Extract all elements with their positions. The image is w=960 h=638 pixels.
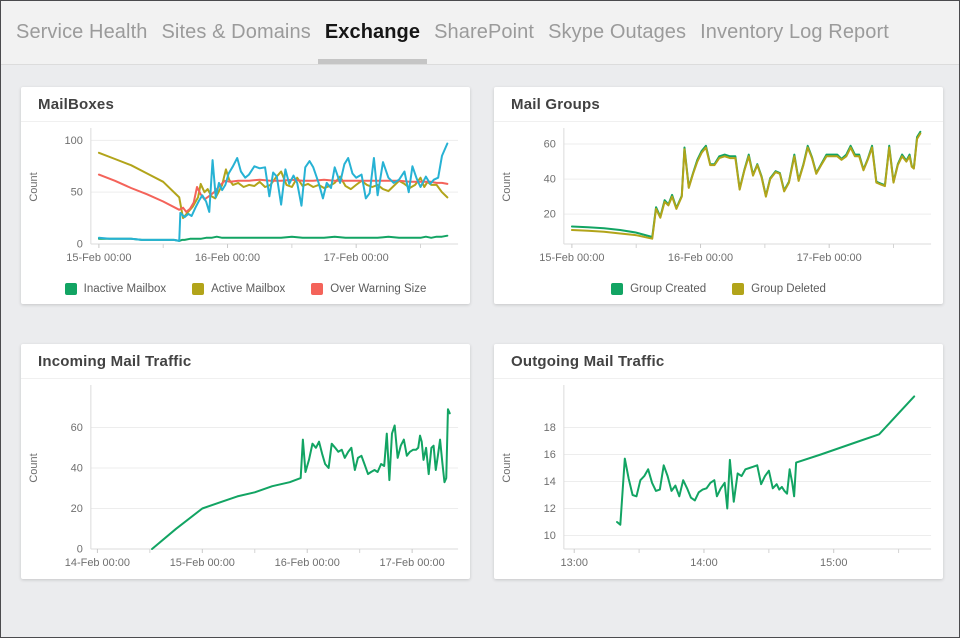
y-tick-label: 60: [71, 422, 83, 434]
legend-label: Group Created: [630, 283, 707, 295]
legend-label: Active Mailbox: [211, 283, 286, 295]
x-tick-label: 15-Feb 00:00: [66, 252, 131, 264]
mailboxes-line-chart: 0 50 100 15-Feb 00:00 16-Feb 00:00 17-Feb 00:…: [28, 128, 459, 264]
x-tick-label: 17-Feb 00:00: [380, 557, 445, 569]
x-tick-label: 17-Feb 00:00: [324, 252, 389, 264]
series-incoming-mail-traffic: [151, 408, 451, 550]
series-group-deleted: [570, 132, 922, 240]
tab-bar: Service Health Sites & Domains Exchange Sha…: [1, 1, 959, 65]
x-tick-label: 16-Feb 00:00: [195, 252, 260, 264]
y-tick-label: 18: [544, 422, 556, 434]
legend-label: Over Warning Size: [330, 283, 427, 295]
tab-service-health[interactable]: Service Health: [16, 21, 148, 43]
y-tick-label: 40: [544, 174, 556, 186]
legend-item-active-mailbox[interactable]: Active Mailbox: [192, 283, 285, 295]
x-tick-label: 16-Feb 00:00: [275, 557, 340, 569]
y-tick-label: 20: [544, 209, 556, 221]
y-tick-label: 10: [544, 530, 556, 542]
chart-card-incoming-mail-traffic: Incoming Mail Traffic 0 20 40 60 14-Feb 00:0…: [21, 344, 470, 579]
dashboard-grid: MailBoxes 0 50 100 15-Feb 00:00 16-Feb 00:00…: [1, 65, 959, 603]
y-tick-label: 0: [77, 238, 83, 250]
chart-title: Outgoing Mail Traffic: [494, 344, 943, 379]
y-tick-label: 50: [71, 187, 83, 199]
x-tick-label: 15-Feb 00:00: [539, 252, 604, 264]
chart-legend: Group Created Group Deleted: [494, 274, 943, 304]
y-tick-label: 100: [65, 135, 83, 147]
series-active-mailbox: [97, 151, 449, 220]
y-tick-label: 60: [544, 139, 556, 151]
chart-card-mailboxes: MailBoxes 0 50 100 15-Feb 00:00 16-Feb 00:00…: [21, 87, 470, 304]
tab-skype-outages[interactable]: Skype Outages: [548, 21, 687, 43]
legend-swatch-group-created: [611, 283, 624, 295]
legend-label: Group Deleted: [751, 283, 826, 295]
x-tick-label: 14:00: [690, 557, 717, 569]
y-axis-title: Count: [28, 453, 40, 482]
tab-exchange[interactable]: Exchange: [317, 1, 428, 64]
chart-card-mail-groups: Mail Groups 20 40 60 15-Feb 00:00 16-Feb 00:…: [494, 87, 943, 304]
incoming-mail-traffic-line-chart: 0 20 40 60 14-Feb 00:00 15-Feb 00:00 16-Feb 00…: [28, 385, 459, 569]
chart-title: MailBoxes: [21, 87, 470, 122]
y-tick-label: 20: [71, 503, 83, 515]
y-tick-label: 16: [544, 449, 556, 461]
y-axis-title: Count: [501, 453, 513, 482]
x-tick-label: 14-Feb 00:00: [65, 557, 130, 569]
outgoing-mail-traffic-line-chart: 10 12 14 16 18 13:00 14:00 15:00 Count: [501, 385, 932, 569]
series-outgoing-mail-traffic: [616, 395, 916, 526]
legend-item-group-created[interactable]: Group Created: [611, 283, 706, 295]
x-tick-label: 15:00: [820, 557, 847, 569]
legend-swatch-active-mailbox: [192, 283, 205, 295]
x-tick-label: 13:00: [561, 557, 588, 569]
x-tick-label: 15-Feb 00:00: [170, 557, 235, 569]
chart-title: Incoming Mail Traffic: [21, 344, 470, 379]
y-tick-label: 14: [544, 476, 556, 488]
legend-swatch-inactive-mailbox: [64, 283, 77, 295]
legend-label: Inactive Mailbox: [83, 283, 167, 295]
x-tick-label: 17-Feb 00:00: [797, 252, 862, 264]
legend-item-over-warning-size[interactable]: Over Warning Size: [311, 283, 426, 295]
chart-card-outgoing-mail-traffic: Outgoing Mail Traffic 10 12 14 16 18 13:00 14:…: [494, 344, 943, 579]
y-tick-label: 12: [544, 503, 556, 515]
legend-item-inactive-mailbox[interactable]: Inactive Mailbox: [64, 283, 167, 295]
series-over-warning-size: [97, 173, 449, 213]
x-tick-label: 16-Feb 00:00: [668, 252, 733, 264]
y-tick-label: 0: [77, 543, 83, 555]
series-group-created: [570, 130, 922, 238]
chart-legend: Inactive Mailbox Active Mailbox Over Warni…: [21, 274, 470, 304]
tab-sharepoint[interactable]: SharePoint: [434, 21, 535, 43]
y-axis-title: Count: [28, 172, 40, 201]
y-axis-title: Count: [501, 172, 513, 201]
mail-groups-line-chart: 20 40 60 15-Feb 00:00 16-Feb 00:00 17-Feb 00:…: [501, 128, 932, 264]
chart-title: Mail Groups: [494, 87, 943, 122]
tab-sites-domains[interactable]: Sites & Domains: [161, 21, 311, 43]
tab-inventory-log-report[interactable]: Inventory Log Report: [700, 21, 889, 43]
legend-item-group-deleted[interactable]: Group Deleted: [732, 283, 826, 295]
legend-swatch-over-warning-size: [311, 283, 324, 295]
legend-swatch-group-deleted: [732, 283, 745, 295]
y-tick-label: 40: [71, 462, 83, 474]
series-unlabeled: [97, 142, 449, 242]
